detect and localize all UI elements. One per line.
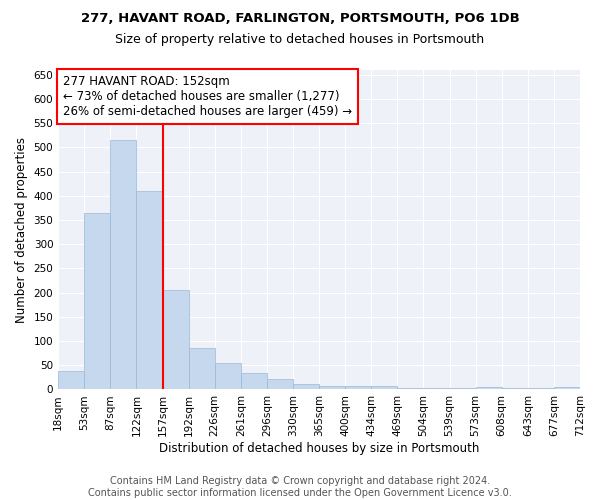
Bar [554,387,580,390]
Bar [136,191,163,390]
Bar [319,386,345,390]
Bar [502,388,528,390]
Bar [84,213,110,390]
Bar [476,386,502,390]
Text: Size of property relative to detached houses in Portsmouth: Size of property relative to detached ho… [115,32,485,46]
Bar [241,372,267,390]
Text: 277 HAVANT ROAD: 152sqm
← 73% of detached houses are smaller (1,277)
26% of semi: 277 HAVANT ROAD: 152sqm ← 73% of detache… [64,75,353,118]
Bar [110,140,136,390]
Bar [345,386,371,390]
Bar [449,388,476,390]
Y-axis label: Number of detached properties: Number of detached properties [15,136,28,322]
Bar [424,388,449,390]
X-axis label: Distribution of detached houses by size in Portsmouth: Distribution of detached houses by size … [159,442,479,455]
Bar [163,290,188,390]
Bar [188,348,215,390]
Bar [397,388,424,390]
Bar [267,379,293,390]
Bar [371,386,397,390]
Bar [293,384,319,390]
Text: Contains HM Land Registry data © Crown copyright and database right 2024.
Contai: Contains HM Land Registry data © Crown c… [88,476,512,498]
Bar [528,388,554,390]
Text: 277, HAVANT ROAD, FARLINGTON, PORTSMOUTH, PO6 1DB: 277, HAVANT ROAD, FARLINGTON, PORTSMOUTH… [80,12,520,26]
Bar [215,363,241,390]
Bar [58,371,84,390]
